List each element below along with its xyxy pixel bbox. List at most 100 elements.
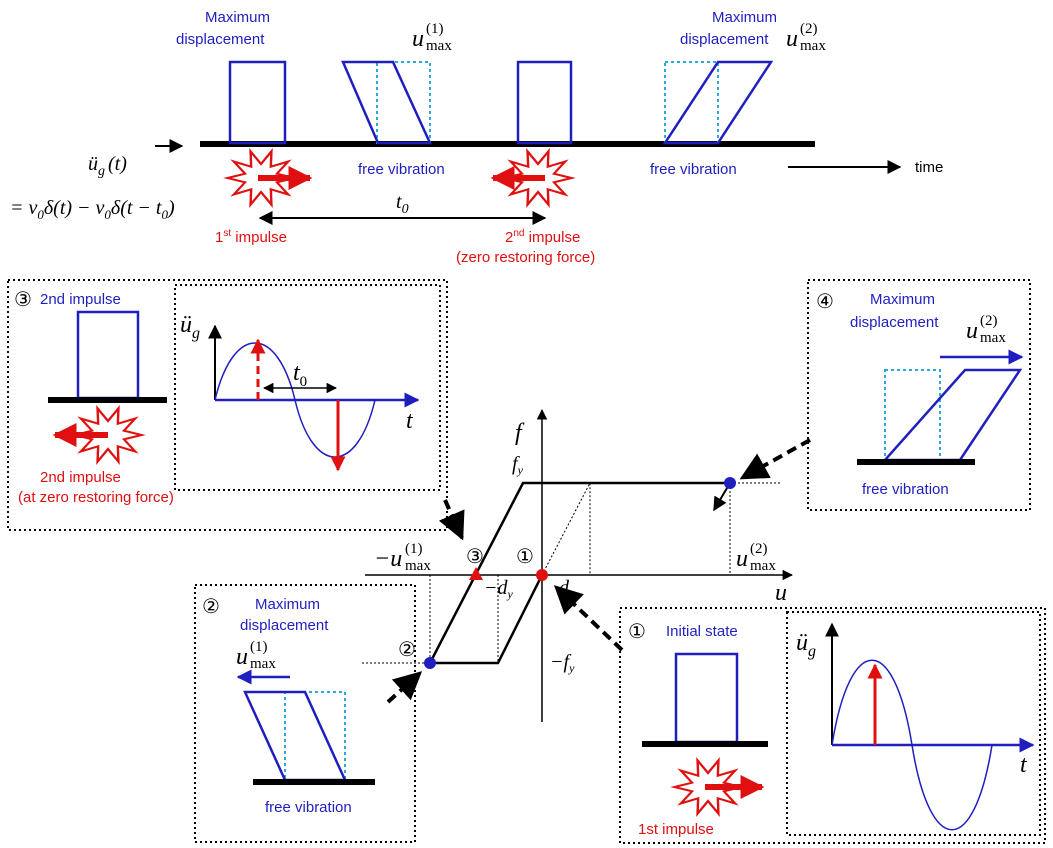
structure-deformed <box>885 370 1020 460</box>
text-part: impulse <box>524 229 580 246</box>
label: u <box>736 546 748 572</box>
label: displacement <box>680 31 769 48</box>
text-part: g <box>192 325 200 342</box>
marker: ① <box>516 544 534 568</box>
label: Initial state <box>666 623 738 640</box>
label: Maximum <box>712 9 777 26</box>
label: displacement <box>240 617 329 634</box>
label: Maximum <box>205 9 270 26</box>
label: time <box>915 159 943 176</box>
label: (2) <box>750 541 768 557</box>
label: (2) <box>800 21 818 37</box>
label: fy <box>512 453 524 477</box>
label: max <box>800 38 826 54</box>
text-part: (t) <box>108 153 127 175</box>
text-part: y <box>568 661 575 675</box>
label: −dy <box>484 577 514 601</box>
structure <box>78 312 138 398</box>
text-part: −d <box>484 577 508 599</box>
axis-label: u <box>775 580 787 606</box>
text-part: δ(t − t <box>111 197 162 219</box>
structure-deformed <box>343 62 430 143</box>
pointer <box>742 440 810 478</box>
panel-1: ① Initial state 1st impulse üg t <box>620 608 1045 843</box>
axis-label: üg <box>796 630 816 660</box>
axis-label: t <box>1020 752 1028 778</box>
panel-2: ② Maximum displacement u (1) max free vi… <box>195 585 415 842</box>
label: (at zero restoring force) <box>18 489 174 506</box>
text-part: ü <box>180 312 192 338</box>
guide <box>542 483 590 575</box>
label: displacement <box>176 31 265 48</box>
label: −u <box>374 546 402 572</box>
text-part: 2 <box>505 229 513 246</box>
label: Maximum <box>255 596 320 613</box>
initial-position <box>285 692 345 780</box>
label: max <box>250 656 276 672</box>
axis-label: t <box>406 408 414 434</box>
t0-label: t0 <box>293 360 307 390</box>
text-part: y <box>568 587 575 601</box>
text-part: g <box>808 643 816 660</box>
label: u <box>966 318 978 344</box>
label: max <box>405 558 431 574</box>
state-point <box>469 567 483 580</box>
state-point <box>424 657 436 669</box>
axis-label: f <box>515 420 525 446</box>
label: free vibration <box>265 799 352 816</box>
structure <box>518 62 571 143</box>
state-point <box>724 477 736 489</box>
label: (2) <box>980 313 998 329</box>
text-part: ü <box>796 630 808 656</box>
label: (1) <box>426 21 444 37</box>
state-point <box>536 569 548 581</box>
structure <box>676 654 737 742</box>
text-part: y <box>507 587 514 601</box>
label: −fy <box>550 651 575 675</box>
label: u <box>412 26 424 52</box>
text-part: 0 <box>300 374 308 390</box>
text-part: = v <box>10 197 37 219</box>
panel-3: ③ 2nd impulse 2nd impulse (at zero resto… <box>8 280 447 530</box>
label: free vibration <box>358 161 445 178</box>
text-part: 1 <box>215 229 223 246</box>
initial-position <box>377 62 430 143</box>
text-part: impulse <box>231 229 287 246</box>
timeline: Maximum displacement u (1) max Maximum d… <box>10 9 943 266</box>
text-part: −u <box>374 546 402 572</box>
marker: ④ <box>816 289 834 313</box>
marker: ③ <box>466 544 484 568</box>
diagram: Maximum displacement u (1) max Maximum d… <box>0 0 1053 848</box>
label: 1st impulse <box>638 821 714 838</box>
label: free vibration <box>862 481 949 498</box>
label: free vibration <box>650 161 737 178</box>
text-part: nd <box>513 228 524 239</box>
text-part: ) <box>167 197 175 219</box>
equation: = v0δ(t) − v0δ(t − t0) <box>10 197 175 222</box>
structure <box>230 62 285 143</box>
pointer <box>445 500 462 538</box>
marker: ① <box>628 619 646 643</box>
text-part: g <box>98 164 105 179</box>
label: 2nd impulse <box>40 291 121 308</box>
frame <box>787 612 1040 835</box>
label: 2nd impulse <box>505 228 580 246</box>
label: u <box>236 644 248 670</box>
structure-deformed <box>245 692 345 780</box>
label: 2nd impulse <box>40 469 121 486</box>
input-label: üg(t) <box>88 153 127 179</box>
axis-label: üg <box>180 312 200 342</box>
label: max <box>750 558 776 574</box>
label: (1) <box>250 639 268 655</box>
marker: ③ <box>14 287 32 311</box>
label: 1st impulse <box>215 228 287 246</box>
label: Maximum <box>870 291 935 308</box>
initial-position <box>885 370 940 460</box>
label: dy <box>559 577 575 601</box>
label: displacement <box>850 314 939 331</box>
hysteresis: f fy u −u (1) max u (2) max −dy dy −fy ③… <box>362 410 810 722</box>
pointer <box>388 673 420 702</box>
t0-label: t0 <box>396 191 409 217</box>
text-part: δ(t) − v <box>44 197 105 219</box>
label: max <box>980 330 1006 346</box>
